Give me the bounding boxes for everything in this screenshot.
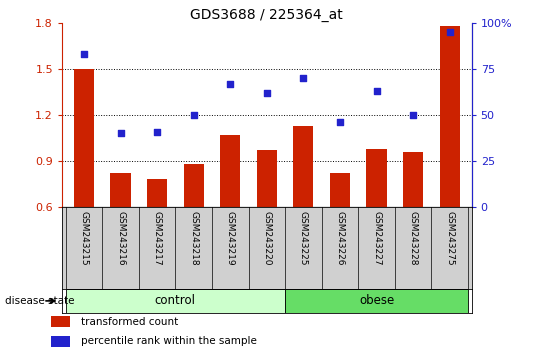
Point [409, 112, 417, 118]
Point [336, 120, 344, 125]
Bar [257, 150, 277, 299]
Bar [440, 26, 460, 299]
Bar [220, 135, 240, 299]
Bar [74, 69, 94, 299]
Text: percentile rank within the sample: percentile rank within the sample [81, 336, 257, 346]
Text: GSM243227: GSM243227 [372, 211, 381, 266]
Text: GSM243226: GSM243226 [335, 211, 344, 266]
Bar [110, 173, 130, 299]
Text: obese: obese [359, 295, 394, 307]
Text: GSM243228: GSM243228 [409, 211, 418, 266]
Bar [403, 152, 423, 299]
Text: GSM243220: GSM243220 [262, 211, 271, 266]
Bar [51, 336, 70, 347]
Point [445, 29, 454, 35]
Point [372, 88, 381, 94]
Point [80, 51, 88, 57]
Bar [51, 316, 70, 327]
Title: GDS3688 / 225364_at: GDS3688 / 225364_at [190, 8, 343, 22]
Bar [66, 289, 285, 313]
Text: control: control [155, 295, 196, 307]
Bar [330, 173, 350, 299]
Point [226, 81, 234, 87]
Text: GSM243219: GSM243219 [226, 211, 234, 266]
Point [116, 131, 125, 136]
Point [189, 112, 198, 118]
Bar [147, 179, 167, 299]
Text: disease state: disease state [5, 296, 75, 306]
Text: GSM243275: GSM243275 [445, 211, 454, 266]
Text: GSM243225: GSM243225 [299, 211, 308, 266]
Bar [184, 164, 204, 299]
Point [153, 129, 161, 135]
Text: GSM243218: GSM243218 [189, 211, 198, 266]
Bar [367, 149, 386, 299]
Point [299, 75, 308, 81]
Bar [293, 126, 314, 299]
Text: GSM243216: GSM243216 [116, 211, 125, 266]
Text: GSM243217: GSM243217 [153, 211, 162, 266]
Text: transformed count: transformed count [81, 317, 178, 327]
Bar [285, 289, 468, 313]
Point [262, 90, 271, 96]
Text: GSM243215: GSM243215 [79, 211, 88, 266]
